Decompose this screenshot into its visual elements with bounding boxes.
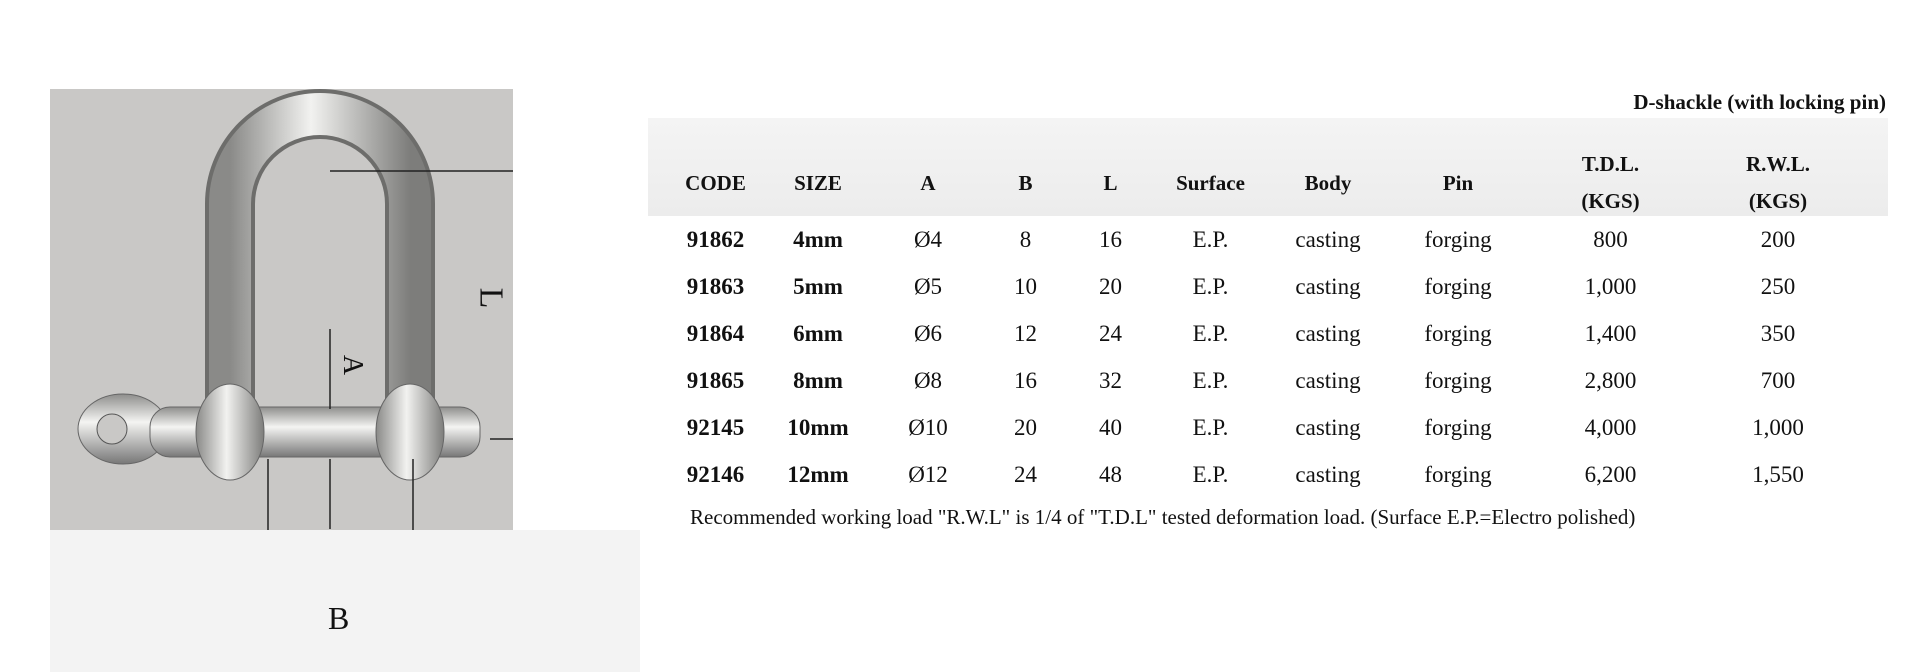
column-header-text: (KGS) xyxy=(1748,189,1808,213)
product-photo: L A xyxy=(50,89,556,580)
column-header: T.D.L. (KGS) xyxy=(1528,150,1693,216)
table-cell: 40 xyxy=(1099,414,1122,440)
table-cell: 91862 xyxy=(686,226,745,252)
table-cell: 91863 xyxy=(686,273,745,299)
table-cell: 8 xyxy=(1019,226,1032,252)
table-cell: 91864 xyxy=(686,320,745,346)
table-cell: forging xyxy=(1424,273,1492,299)
table-cell: 800 xyxy=(1593,226,1628,252)
table-cell: 32 xyxy=(1099,367,1122,393)
table-cell: E.P. xyxy=(1192,461,1229,487)
column-header-text: A xyxy=(920,170,936,195)
table-cell: 1,550 xyxy=(1752,461,1804,487)
column-header: SIZE xyxy=(763,150,873,216)
column-header: B xyxy=(983,150,1068,216)
table-cell: 4mm xyxy=(793,226,843,252)
table-cell: E.P. xyxy=(1192,320,1229,346)
table-cell: 1,400 xyxy=(1584,320,1637,346)
table-row: 92145 10mm Ø10 20 40 E.P. casting forging 4,000 1… xyxy=(668,404,1863,451)
d-shackle-illustration xyxy=(77,89,556,580)
column-header: CODE xyxy=(668,150,763,216)
photo-background xyxy=(50,530,640,672)
table-row: 91864 6mm Ø6 12 24 E.P. casting forging 1,400 350 xyxy=(668,310,1863,357)
column-header: Body xyxy=(1268,150,1388,216)
column-header-text: (KGS) xyxy=(1581,189,1640,213)
product-title: D-shackle (with locking pin) xyxy=(1633,90,1886,114)
dimension-label-l: L xyxy=(472,287,510,309)
table-cell: casting xyxy=(1295,226,1361,252)
footnote: Recommended working load "R.W.L" is 1/4 … xyxy=(690,505,1636,529)
table-cell: 200 xyxy=(1760,226,1796,252)
table-cell: 20 xyxy=(1014,414,1037,440)
table-cell: 16 xyxy=(1099,226,1122,252)
table-cell: 20 xyxy=(1099,273,1122,299)
table-cell: E.P. xyxy=(1192,226,1229,252)
table-cell: 10mm xyxy=(787,414,849,440)
table-cell: forging xyxy=(1424,414,1492,440)
table-row: 91862 4mm Ø4 8 16 E.P. casting forging 800 200 xyxy=(668,216,1863,263)
column-header: L xyxy=(1068,150,1153,216)
table-cell: Ø12 xyxy=(908,461,948,487)
table-cell: 24 xyxy=(1014,461,1037,487)
table-row: 92146 12mm Ø12 24 48 E.P. casting forging 6,200 1… xyxy=(668,451,1863,498)
table-cell: 1,000 xyxy=(1752,414,1804,440)
table-cell: 92145 xyxy=(686,414,745,440)
column-header-text: Surface xyxy=(1176,170,1245,195)
column-header-text: Body xyxy=(1304,170,1352,195)
table-cell: casting xyxy=(1295,414,1361,440)
column-header-text: T.D.L. xyxy=(1581,152,1640,176)
column-header: A xyxy=(873,150,983,216)
table-cell: 8mm xyxy=(793,367,843,393)
table-cell: 350 xyxy=(1760,320,1796,346)
table-cell: Ø8 xyxy=(913,367,943,393)
table-cell: 6,200 xyxy=(1584,461,1637,487)
table-cell: 2,800 xyxy=(1584,367,1637,393)
column-header-text: CODE xyxy=(685,170,746,195)
table-cell: 24 xyxy=(1099,320,1122,346)
column-header-text: SIZE xyxy=(794,170,842,195)
column-header: Pin xyxy=(1388,150,1528,216)
table-cell: 1,000 xyxy=(1584,273,1637,299)
column-header: Surface xyxy=(1153,150,1268,216)
table-cell: E.P. xyxy=(1192,273,1229,299)
table-cell: Ø5 xyxy=(913,273,943,299)
table-cell: Ø10 xyxy=(908,414,948,440)
column-header-text: L xyxy=(1103,170,1118,195)
table-cell: forging xyxy=(1424,367,1492,393)
column-header-text: R.W.L. xyxy=(1746,152,1810,176)
table-cell: 250 xyxy=(1760,273,1796,299)
table-cell: Ø6 xyxy=(913,320,943,346)
table-cell: casting xyxy=(1295,367,1361,393)
table-cell: E.P. xyxy=(1192,367,1229,393)
table-cell: 48 xyxy=(1099,461,1122,487)
table-header-row: CODE SIZE A B L Surface Body Pin T.D.L. (KGS) R.W.… xyxy=(668,150,1863,216)
table-cell: forging xyxy=(1424,320,1492,346)
header-band xyxy=(648,118,1888,216)
table-cell: casting xyxy=(1295,320,1361,346)
table-cell: casting xyxy=(1295,273,1361,299)
spec-table: CODE SIZE A B L Surface Body Pin T.D.L. (KGS) R.W.… xyxy=(668,150,1863,498)
table-cell: 10 xyxy=(1014,273,1037,299)
column-header: R.W.L. (KGS) xyxy=(1693,150,1863,216)
dimension-label-b: B xyxy=(328,600,350,636)
table-cell: 92146 xyxy=(686,461,745,487)
table-cell: forging xyxy=(1424,226,1492,252)
table-cell: 5mm xyxy=(793,273,843,299)
table-cell: 12mm xyxy=(787,461,849,487)
table-cell: casting xyxy=(1295,461,1361,487)
table-cell: forging xyxy=(1424,461,1492,487)
table-cell: 16 xyxy=(1014,367,1037,393)
table-row: 91863 5mm Ø5 10 20 E.P. casting forging 1,000 250 xyxy=(668,263,1863,310)
table-cell: 4,000 xyxy=(1584,414,1637,440)
table-cell: Ø4 xyxy=(913,226,943,252)
table-cell: 91865 xyxy=(686,367,745,393)
dimension-label-a: A xyxy=(337,354,369,376)
table-cell: 6mm xyxy=(793,320,843,346)
table-cell: 12 xyxy=(1014,320,1037,346)
table-row: 91865 8mm Ø8 16 32 E.P. casting forging 2,800 700 xyxy=(668,357,1863,404)
column-header-text: B xyxy=(1018,170,1033,195)
table-cell: 700 xyxy=(1760,367,1796,393)
table-cell: E.P. xyxy=(1192,414,1229,440)
column-header-text: Pin xyxy=(1442,170,1474,195)
